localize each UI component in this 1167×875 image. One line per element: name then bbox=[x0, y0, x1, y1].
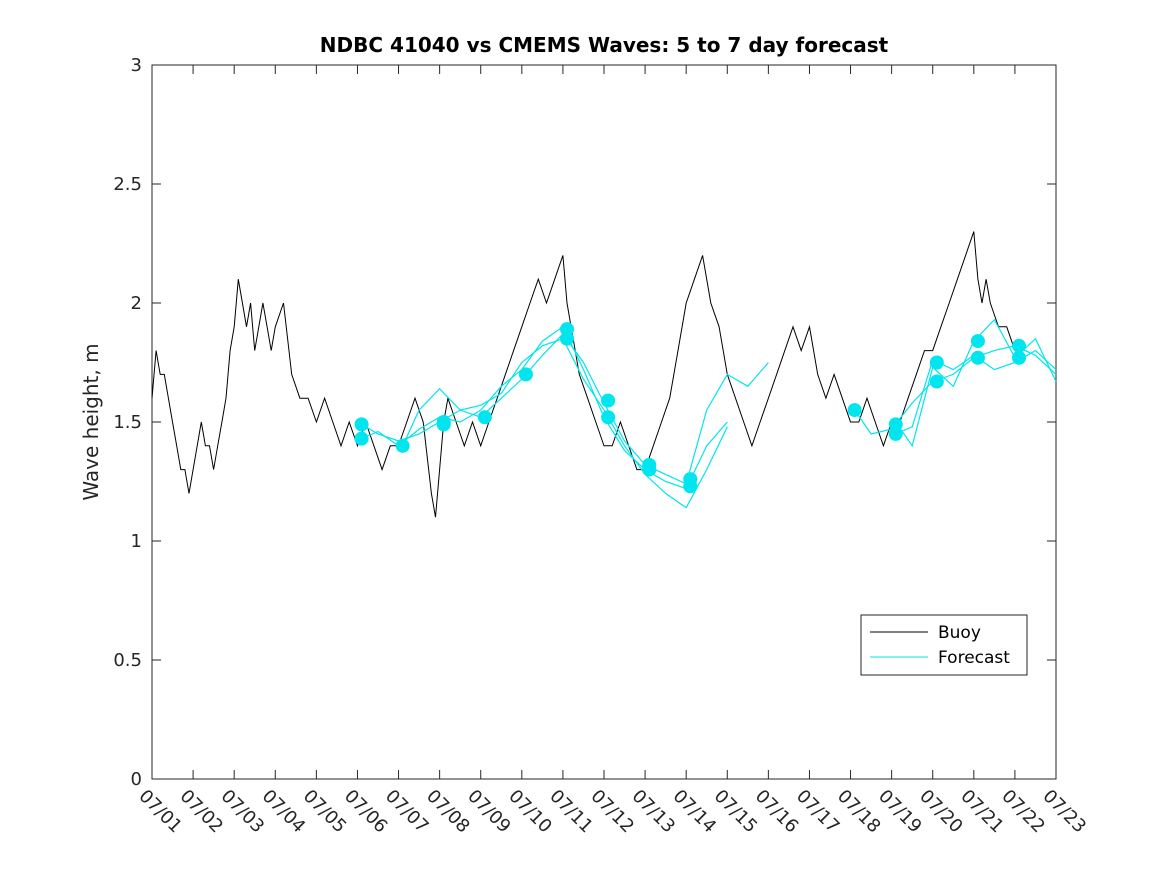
forecast-marker bbox=[601, 410, 616, 425]
x-tick-label: 07/15 bbox=[710, 786, 762, 838]
y-tick-label: 3 bbox=[131, 55, 142, 76]
chart-title: NDBC 41040 vs CMEMS Waves: 5 to 7 day fo… bbox=[320, 33, 889, 57]
x-tick-label: 07/19 bbox=[874, 786, 926, 838]
y-tick-label: 0.5 bbox=[113, 650, 142, 671]
x-tick-label: 07/11 bbox=[545, 786, 597, 838]
forecast-marker bbox=[560, 331, 575, 346]
series-layer bbox=[151, 231, 1057, 518]
x-tick-label: 07/14 bbox=[669, 786, 721, 838]
y-tick-label: 2 bbox=[131, 293, 142, 314]
x-tick-label: 07/18 bbox=[833, 786, 885, 838]
forecast-marker bbox=[1012, 350, 1027, 365]
y-axis: 0 0.5 1 1.5 2 2.5 3 bbox=[113, 55, 1056, 790]
x-tick-label: 07/09 bbox=[463, 786, 515, 838]
x-tick-label: 07/08 bbox=[422, 786, 474, 838]
forecast-marker bbox=[1012, 338, 1027, 353]
x-tick-label: 07/10 bbox=[504, 786, 556, 838]
forecast-marker bbox=[929, 355, 944, 370]
forecast-marker bbox=[847, 403, 862, 418]
y-axis-label: Wave height, m bbox=[79, 343, 103, 500]
x-tick-label: 07/03 bbox=[217, 786, 269, 838]
forecast-marker bbox=[354, 431, 369, 446]
x-tick-label: 07/20 bbox=[915, 786, 967, 838]
series-forecast-line-2 bbox=[361, 325, 728, 490]
x-tick-label: 07/13 bbox=[628, 786, 680, 838]
x-tick-label: 07/12 bbox=[586, 786, 638, 838]
x-tick-label: 07/05 bbox=[299, 786, 351, 838]
forecast-marker bbox=[436, 417, 451, 432]
y-tick-label: 2.5 bbox=[113, 174, 142, 195]
forecast-marker bbox=[395, 438, 410, 453]
legend-buoy-label: Buoy bbox=[938, 623, 981, 643]
forecast-marker bbox=[354, 417, 369, 432]
forecast-marker bbox=[642, 462, 657, 477]
x-tick-label: 07/02 bbox=[176, 786, 228, 838]
legend: Buoy Forecast bbox=[860, 614, 1028, 676]
y-tick-label: 1 bbox=[131, 531, 142, 552]
legend-forecast-label: Forecast bbox=[938, 648, 1010, 668]
y-tick-label: 1.5 bbox=[113, 412, 142, 433]
y-tick-label: 0 bbox=[131, 769, 142, 790]
x-tick-label: 07/23 bbox=[1038, 786, 1090, 838]
x-tick-label: 07/16 bbox=[751, 786, 803, 838]
forecast-marker bbox=[518, 367, 533, 382]
forecast-marker bbox=[970, 334, 985, 349]
forecast-marker bbox=[970, 350, 985, 365]
legend-box bbox=[860, 614, 1028, 676]
x-tick-label: 07/06 bbox=[340, 786, 392, 838]
forecast-marker bbox=[888, 426, 903, 441]
forecast-marker bbox=[929, 374, 944, 389]
x-tick-label: 07/04 bbox=[258, 786, 310, 838]
x-tick-label: 07/17 bbox=[792, 786, 844, 838]
forecast-marker bbox=[683, 479, 698, 494]
series-buoy-line bbox=[151, 231, 1016, 518]
x-tick-label: 07/07 bbox=[381, 786, 433, 838]
x-tick-label: 07/01 bbox=[134, 786, 186, 838]
forecast-marker bbox=[477, 410, 492, 425]
x-tick-label: 07/21 bbox=[956, 786, 1008, 838]
x-tick-label: 07/22 bbox=[997, 786, 1049, 838]
forecast-marker bbox=[601, 393, 616, 408]
